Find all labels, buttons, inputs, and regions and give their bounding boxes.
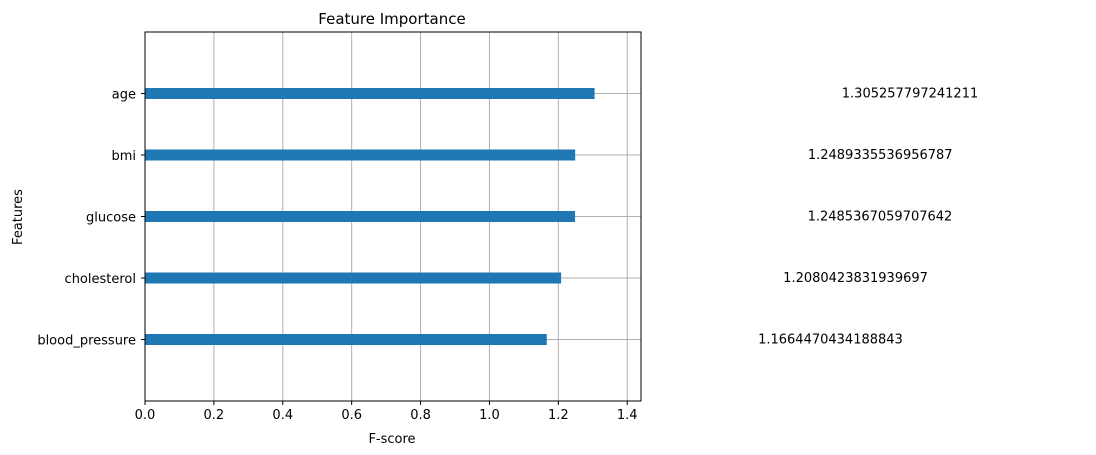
y-axis-ticks: blood_pressure cholesterol glucose bmi age xyxy=(37,88,145,349)
x-axis-label: F-score xyxy=(368,432,415,447)
bar xyxy=(145,334,547,345)
x-tick-label: 0.4 xyxy=(272,408,293,423)
y-tick-label: bmi xyxy=(111,149,136,164)
x-tick-label: 0.0 xyxy=(135,408,156,423)
bar-value-label: 1.2080423831939697 xyxy=(783,271,928,286)
bar-value-label: 1.2485367059707642 xyxy=(808,210,953,225)
y-tick-label: cholesterol xyxy=(65,272,136,287)
x-axis-ticks: 0.0 0.2 0.4 0.6 0.8 1.0 1.2 1.4 xyxy=(135,401,638,423)
bar xyxy=(145,88,595,99)
bars xyxy=(145,88,595,345)
x-tick-label: 0.2 xyxy=(204,408,225,423)
x-tick-label: 0.6 xyxy=(341,408,362,423)
y-tick-label: glucose xyxy=(86,211,136,226)
bar-value-label: 1.1664470434188843 xyxy=(758,333,903,348)
chart-title: Feature Importance xyxy=(318,10,465,28)
y-tick-label: blood_pressure xyxy=(37,334,136,349)
bar-value-label: 1.2489335536956787 xyxy=(808,148,953,163)
x-tick-label: 1.0 xyxy=(479,408,500,423)
x-tick-label: 0.8 xyxy=(410,408,431,423)
y-axis-label: Features xyxy=(11,189,26,245)
x-tick-label: 1.2 xyxy=(548,408,569,423)
bar xyxy=(145,149,576,161)
x-tick-label: 1.4 xyxy=(617,408,638,423)
bar xyxy=(145,272,562,284)
y-tick-label: age xyxy=(112,88,136,103)
bar-value-label: 1.305257797241211 xyxy=(842,87,978,102)
value-labels: 1.1664470434188843 1.2080423831939697 1.24… xyxy=(758,87,978,348)
bar xyxy=(145,211,576,222)
